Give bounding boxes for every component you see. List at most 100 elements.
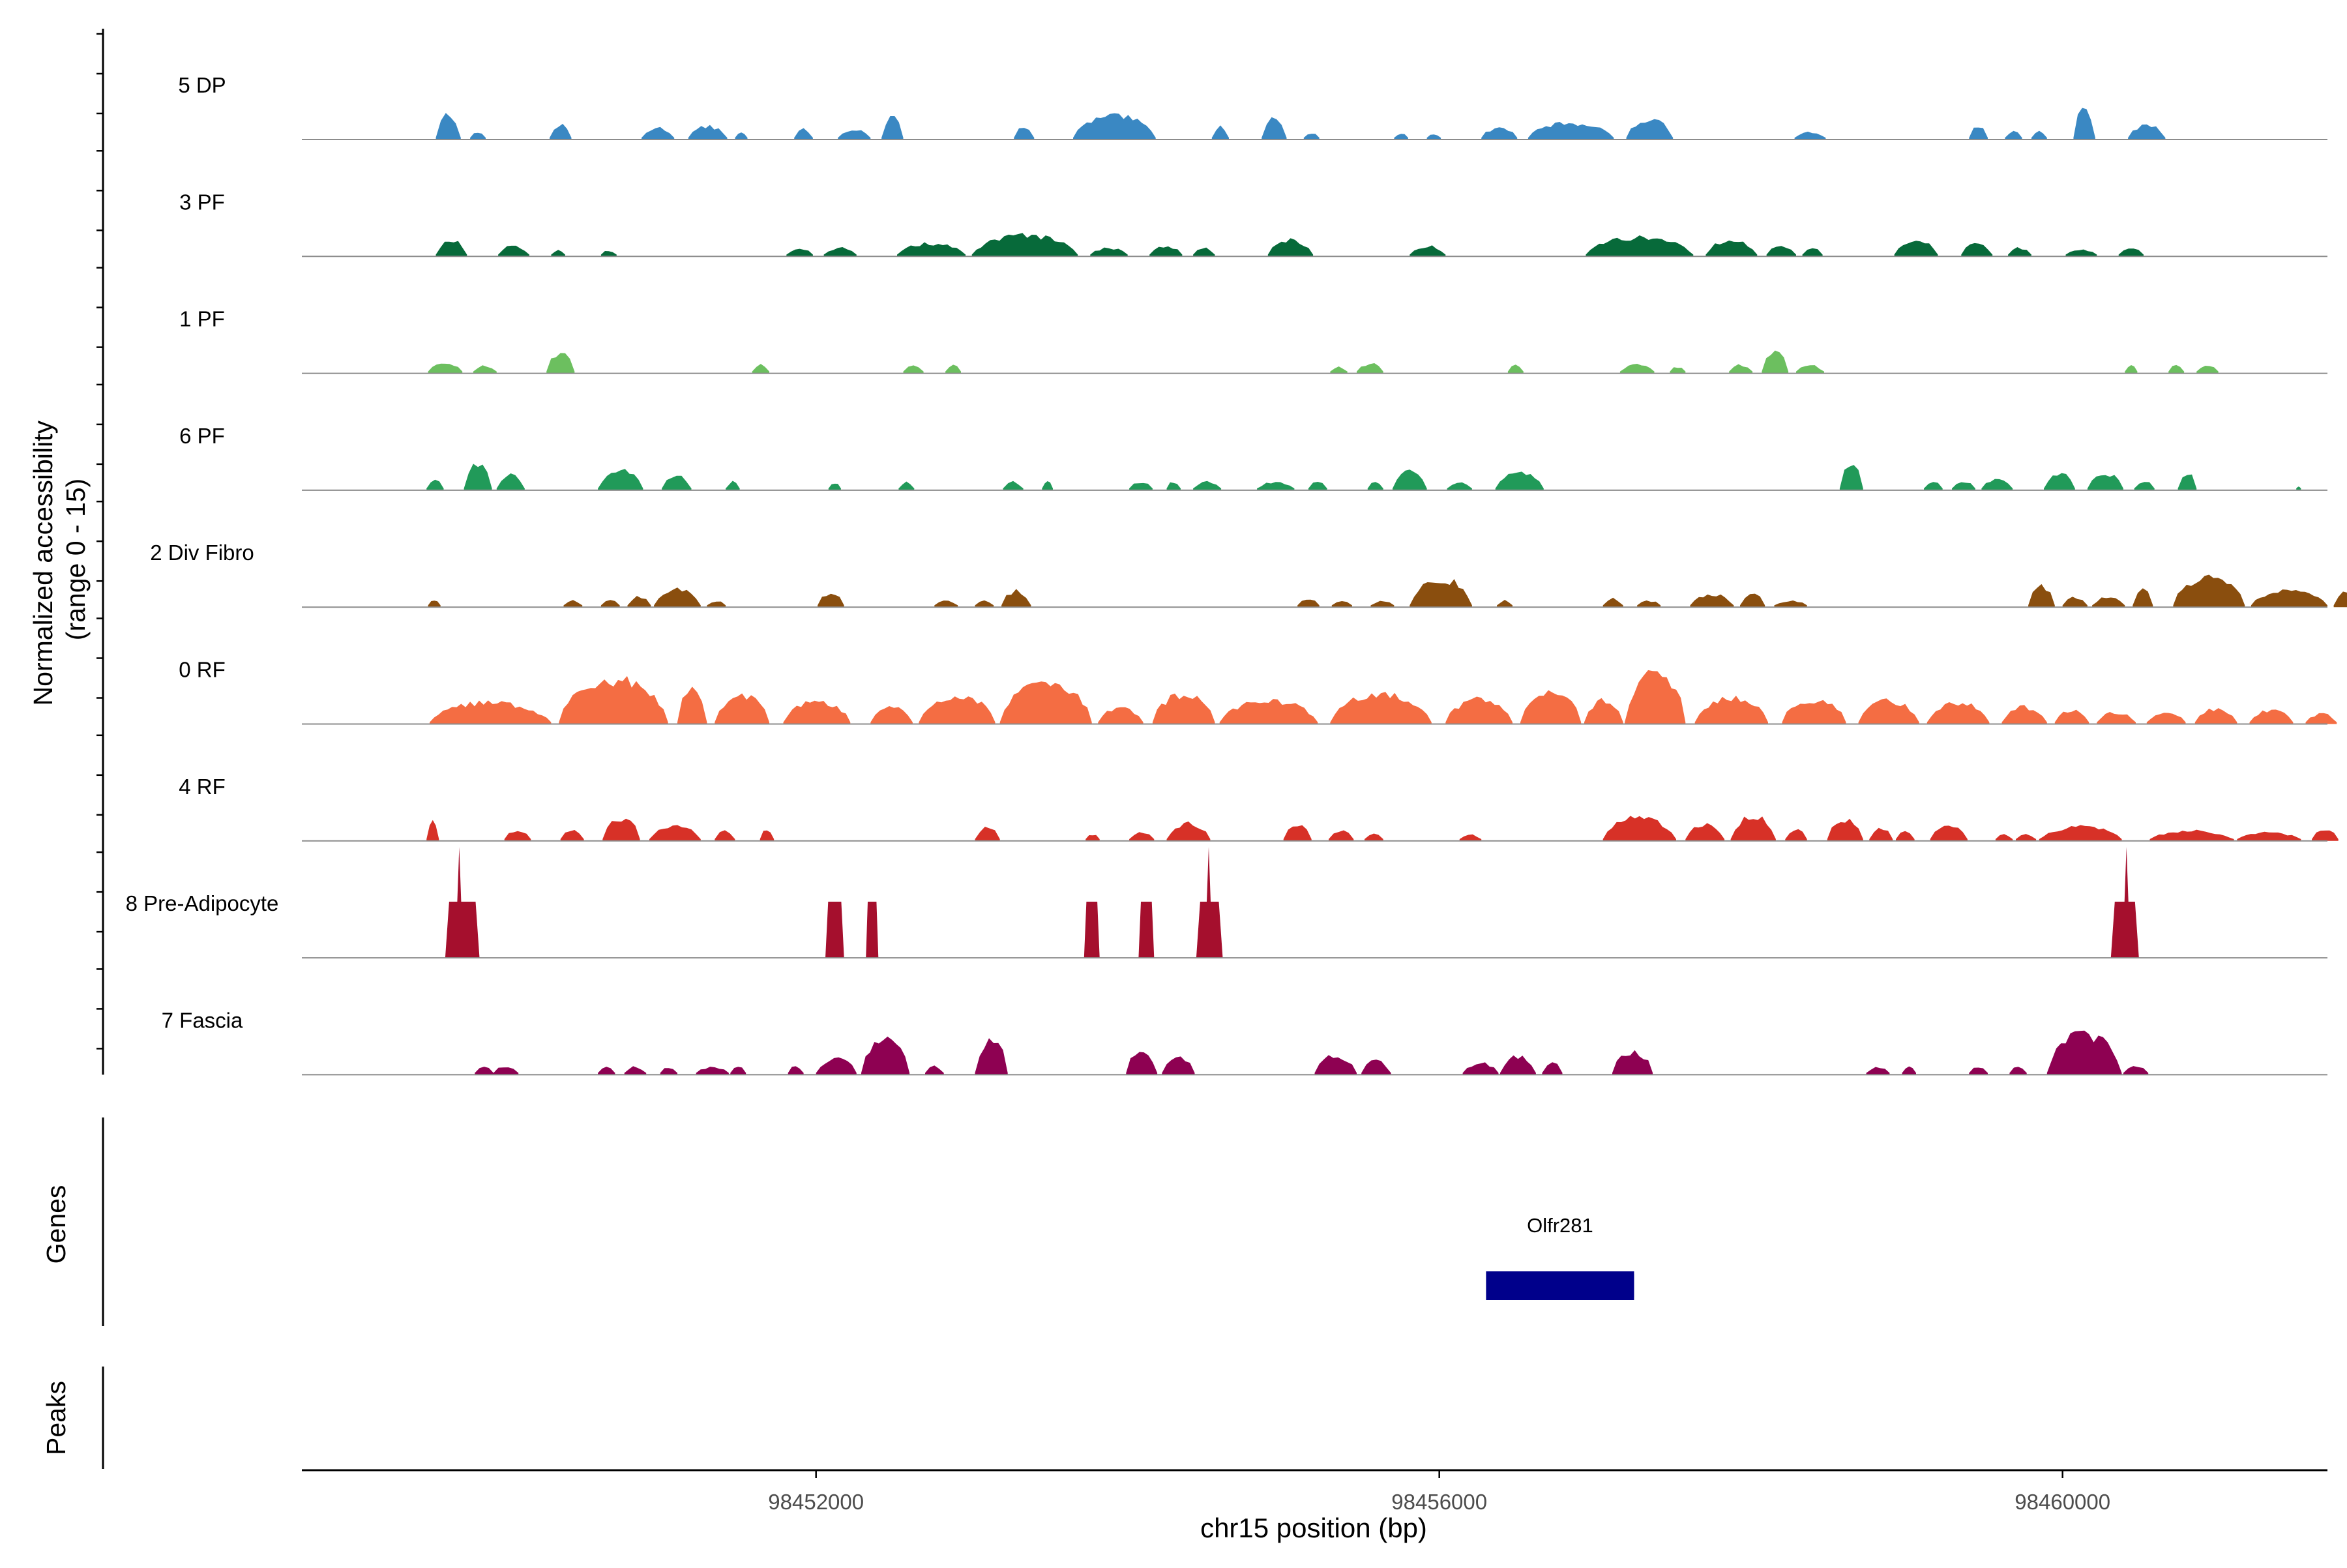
coverage-peak-5-dp-24 (2128, 124, 2166, 140)
coverage-peak-0-rf-22 (2097, 712, 2136, 724)
coverage-peak-7-fascia-18 (1542, 1062, 1563, 1075)
coverage-peak-1-pf-5 (945, 364, 961, 374)
coverage-peak-5-dp-21 (2005, 130, 2022, 140)
coverage-y-axis-label-line1: Normalized accessibility (28, 420, 58, 705)
coverage-peak-3-pf-8 (1090, 247, 1128, 257)
track-label-3-pf: 3 PF (179, 190, 225, 214)
coverage-peak-6-pf-14 (1308, 482, 1327, 490)
coverage-peak-4-rf-26 (2149, 829, 2234, 841)
coverage-peak-0-rf-17 (1782, 700, 1846, 724)
x-tick-label-0: 98452000 (768, 1490, 864, 1514)
coverage-peak-7-fascia-25 (2123, 1066, 2149, 1075)
coverage-peak-0-rf-1 (559, 675, 668, 724)
coverage-peak-2-div-fibro-20 (2028, 584, 2055, 608)
coverage-peak-1-pf-16 (2196, 366, 2219, 374)
coverage-peak-2-div-fibro-16 (1637, 600, 1661, 608)
coverage-peak-7-fascia-6 (730, 1067, 746, 1075)
track-label-2-div-fibro: 2 Div Fibro (150, 540, 254, 565)
coverage-peak-4-rf-6 (760, 830, 775, 841)
coverage-peak-0-rf-14 (1584, 698, 1623, 724)
coverage-peak-2-div-fibro-24 (2173, 574, 2245, 608)
coverage-peak-6-pf-13 (1257, 482, 1295, 490)
genes-panel-label: Genes (41, 1185, 71, 1264)
coverage-peak-3-pf-17 (1894, 241, 1938, 257)
coverage-peak-2-div-fibro-8 (975, 600, 994, 608)
coverage-peak-7-fascia-12 (1126, 1052, 1158, 1075)
coverage-peak-1-pf-7 (1357, 363, 1383, 374)
coverage-peak-4-rf-15 (1602, 816, 1676, 841)
coverage-peak-4-rf-10 (1166, 821, 1211, 841)
coverage-peak-6-pf-24 (2087, 475, 2123, 490)
coverage-peak-5-dp-4 (688, 125, 728, 140)
coverage-peak-6-pf-4 (662, 475, 692, 490)
coverage-peak-1-pf-13 (1796, 365, 1824, 374)
coverage-peak-4-rf-5 (715, 830, 735, 841)
coverage-peak-6-pf-15 (1367, 482, 1383, 490)
coverage-peak-2-div-fibro-3 (627, 596, 651, 608)
coverage-peak-4-rf-1 (504, 831, 531, 841)
coverage-peak-6-pf-2 (496, 473, 525, 490)
track-1-pf: 1 PF (179, 307, 2327, 374)
coverage-peak-6-pf-18 (1495, 471, 1544, 490)
coverage-peak-4-rf-8 (1085, 835, 1100, 841)
coverage-peak-0-rf-26 (2305, 713, 2337, 724)
coverage-peak-6-pf-11 (1166, 482, 1181, 490)
coverage-peak-7-fascia-19 (1612, 1050, 1653, 1075)
coverage-peak-4-rf-11 (1283, 825, 1312, 841)
coverage-peak-2-div-fibro-13 (1410, 579, 1472, 608)
coverage-block-8-pre-adipocyte-6 (2110, 902, 2139, 958)
coverage-peak-4-rf-22 (1930, 825, 1968, 841)
coverage-peak-2-div-fibro-25 (2251, 589, 2327, 608)
coverage-peak-2-div-fibro-11 (1331, 601, 1352, 608)
coverage-peak-0-rf-25 (2249, 709, 2294, 724)
track-label-8-pre-adipocyte: 8 Pre-Adipocyte (126, 891, 279, 915)
coverage-peak-3-pf-21 (2118, 248, 2144, 257)
coverage-peak-5-dp-10 (1073, 113, 1156, 140)
coverage-peak-7-fascia-7 (788, 1066, 804, 1075)
coverage-peak-5-dp-18 (1626, 119, 1674, 140)
coverage-peak-2-div-fibro-7 (934, 600, 958, 608)
coverage-peak-4-rf-24 (2016, 834, 2037, 841)
coverage-peak-7-fascia-13 (1162, 1056, 1195, 1075)
gene-arrow-olfr281 (1630, 1274, 1634, 1297)
coverage-peak-6-pf-3 (598, 469, 643, 490)
track-6-pf: 6 PF (179, 424, 2327, 491)
coverage-peak-7-fascia-9 (861, 1036, 910, 1075)
coverage-peak-2-div-fibro-4 (654, 587, 701, 608)
coverage-peak-6-pf-17 (1447, 482, 1472, 490)
coverage-peak-7-fascia-10 (925, 1065, 944, 1075)
coverage-peak-2-div-fibro-18 (1740, 593, 1765, 608)
coverage-peak-4-rf-7 (975, 827, 1000, 841)
coverage-tracks: 5 DP 3 PF 1 PF 6 PF 2 Div Fibro 0 RF 4 RF 8 Pre… (126, 73, 2347, 1076)
coverage-peak-3-pf-16 (1802, 248, 1823, 257)
coverage-block-8-pre-adipocyte-3 (1084, 902, 1100, 958)
coverage-peak-5-dp-5 (735, 132, 748, 140)
coverage-peak-0-rf-23 (2146, 713, 2186, 724)
coverage-y-axis-label-line2: (range 0 - 15) (61, 479, 91, 640)
coverage-peak-6-pf-20 (1924, 482, 1943, 490)
coverage-peak-7-fascia-2 (598, 1067, 615, 1075)
coverage-peak-7-fascia-8 (816, 1057, 857, 1075)
coverage-block-8-pre-adipocyte-2 (866, 902, 879, 958)
coverage-peak-0-rf-13 (1520, 690, 1582, 724)
coverage-peak-0-rf-12 (1445, 696, 1513, 724)
coverage-peak-7-fascia-5 (696, 1067, 729, 1075)
coverage-peak-5-dp-6 (794, 128, 813, 140)
coverage-peak-6-pf-26 (2177, 474, 2197, 490)
coverage-peak-0-rf-3 (715, 693, 769, 724)
coverage-peak-1-pf-9 (1619, 364, 1655, 374)
coverage-peak-1-pf-6 (1330, 366, 1348, 374)
coverage-peak-2-div-fibro-9 (1001, 589, 1031, 608)
coverage-peak-2-div-fibro-23 (2133, 588, 2153, 608)
coverage-peak-4-rf-3 (602, 818, 640, 841)
coverage-peak-0-rf-20 (2001, 705, 2047, 724)
coverage-peak-3-pf-15 (1766, 246, 1796, 257)
coverage-peak-7-fascia-24 (2046, 1030, 2122, 1075)
coverage-peak-5-dp-9 (1014, 128, 1035, 140)
track-5-dp: 5 DP (178, 73, 2327, 140)
track-2-div-fibro: 2 Div Fibro (150, 540, 2347, 608)
coverage-block-8-pre-adipocyte-5 (1196, 902, 1223, 958)
coverage-peak-4-rf-13 (1365, 833, 1383, 841)
coverage-peak-2-div-fibro-5 (707, 601, 726, 608)
coverage-peak-5-dp-11 (1211, 125, 1229, 140)
